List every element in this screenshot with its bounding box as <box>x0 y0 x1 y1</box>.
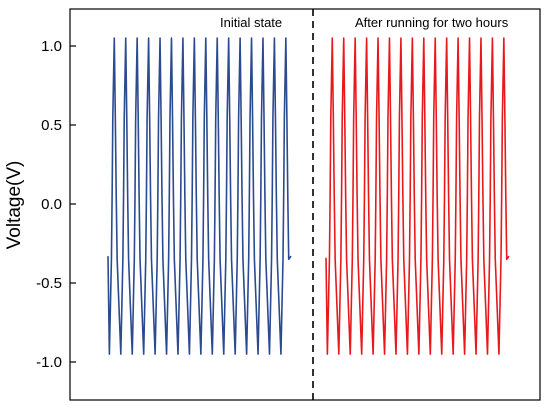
y-tick-label: -0.5 <box>36 275 62 292</box>
annotation-initial-state: Initial state <box>220 15 282 30</box>
series-after-two-hours <box>325 37 510 355</box>
series-initial-state <box>107 37 292 355</box>
y-ticks: 1.0 0.5 0.0 -0.5 -1.0 <box>36 38 76 371</box>
annotation-after-two-hours: After running for two hours <box>355 15 509 30</box>
y-tick-label: 1.0 <box>41 38 62 55</box>
y-tick-label: -1.0 <box>36 354 62 371</box>
y-tick-label: 0.0 <box>41 196 62 213</box>
y-axis-label: Voltage(V) <box>4 161 25 250</box>
y-tick-label: 0.5 <box>41 117 62 134</box>
